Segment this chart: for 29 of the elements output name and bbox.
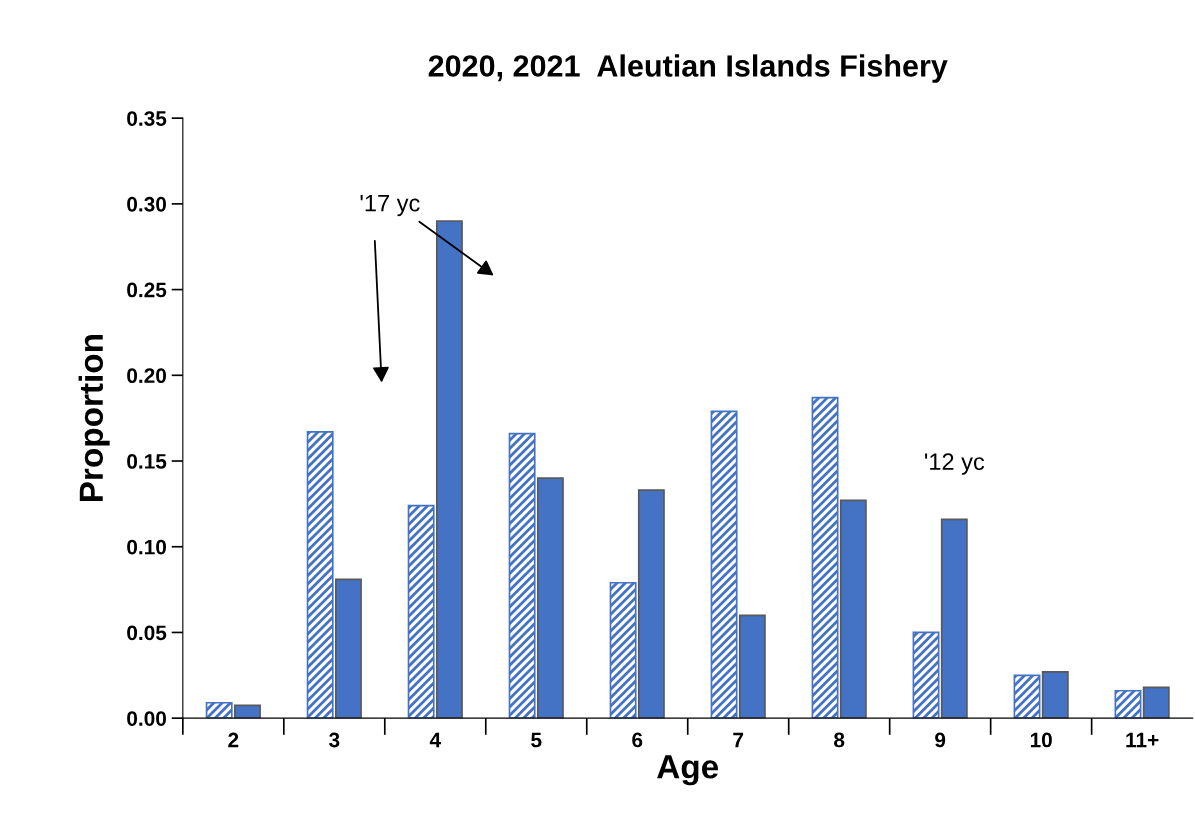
x-tick-label: 9	[935, 732, 946, 748]
bar	[940, 518, 968, 719]
y-tick-label: 0.30	[127, 196, 167, 212]
chart-title: 2020, 2021 Aleutian Islands Fishery	[428, 54, 948, 83]
y-tick-label: 0.15	[127, 454, 167, 469]
annotation: '17 yc	[360, 195, 420, 217]
y-tick-label: 0.35	[127, 111, 167, 126]
x-tick-label: 6	[632, 732, 643, 748]
y-tick-label: 0.05	[127, 625, 167, 641]
bar	[912, 631, 940, 719]
x-tick-label: 11+	[1126, 732, 1159, 748]
bar	[1114, 689, 1142, 719]
x-tick-label: 5	[531, 732, 542, 748]
y-tick-label: 0.10	[127, 539, 167, 555]
y-axis-title: Proportion	[78, 335, 110, 502]
annotation: '12 yc	[925, 453, 985, 475]
x-tick-label: 4	[429, 732, 441, 748]
x-tick-label: 8	[834, 732, 845, 748]
y-tick-label: 0.00	[127, 711, 167, 726]
bar	[1041, 671, 1069, 719]
bar	[1013, 674, 1041, 719]
y-tick-label: 0.25	[127, 282, 167, 298]
x-tick-label: 3	[328, 732, 340, 748]
x-tick-label: 10	[1030, 732, 1052, 748]
x-tick-label: 7	[733, 732, 744, 748]
x-tick-label: 2	[228, 732, 239, 748]
x-axis-title: Age	[657, 755, 719, 786]
y-tick-label: 0.20	[127, 368, 167, 384]
bar	[1142, 686, 1170, 719]
